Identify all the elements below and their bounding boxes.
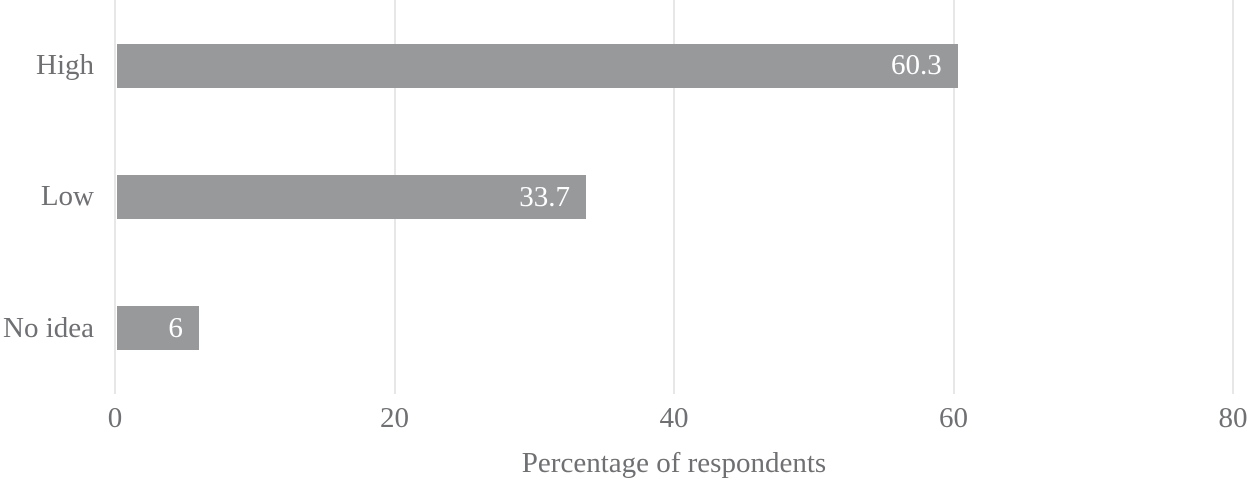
bar-data-label: 60.3: [890, 49, 942, 82]
category-label: Low: [40, 180, 94, 213]
category-label: No idea: [3, 311, 94, 344]
x-tick-label: 60: [939, 402, 968, 434]
x-axis-title: Percentage of respondents: [521, 447, 827, 479]
x-tick-label: 40: [659, 402, 689, 434]
bar-low: 33.7: [117, 175, 586, 219]
bar-data-label: 6: [168, 311, 183, 344]
x-tick-label: 0: [107, 402, 123, 434]
bar-data-label: 33.7: [519, 180, 570, 213]
category-axis-labels: High Low No idea: [0, 0, 94, 394]
bar-no-idea: 6: [117, 306, 199, 351]
gridline: [952, 0, 955, 394]
gridline: [1232, 0, 1234, 394]
category-label-row: High: [0, 0, 94, 131]
x-axis-tick-labels: 0 20 40 60 80: [108, 401, 1248, 439]
gridline: [673, 0, 675, 394]
x-tick-label: 80: [1218, 402, 1248, 434]
x-tick-label: 20: [380, 402, 409, 434]
bar-high: 60.3: [117, 43, 958, 88]
category-label: High: [36, 49, 94, 82]
category-label-row: Low: [0, 131, 94, 262]
plot-area: 60.3 33.7 6: [114, 0, 1234, 394]
category-label-row: No idea: [0, 263, 94, 394]
gridline: [114, 0, 116, 394]
